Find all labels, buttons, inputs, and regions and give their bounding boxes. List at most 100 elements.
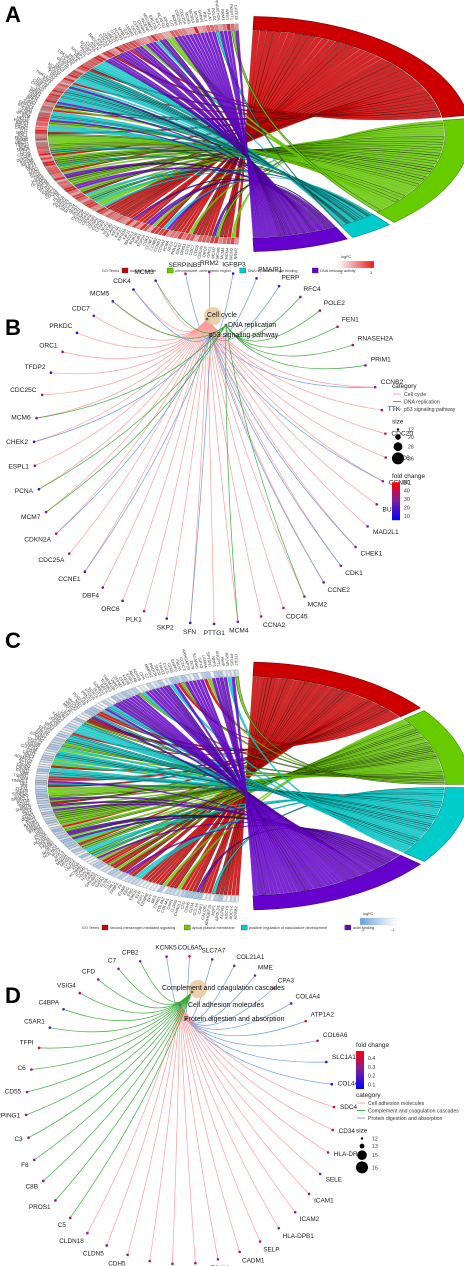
gene-segment	[51, 827, 64, 833]
ribbon	[66, 814, 386, 866]
ribbon	[215, 677, 271, 895]
gene-segment	[201, 671, 208, 679]
ribbon	[66, 88, 355, 222]
gene-label: FOSB	[121, 674, 131, 686]
gene-segment	[90, 204, 102, 210]
ribbon	[49, 143, 422, 185]
edge	[133, 289, 212, 342]
gene-node	[54, 532, 58, 535]
gene-label: DNA2	[29, 91, 41, 99]
gene-label: UBE2C	[15, 139, 29, 145]
gene-segment	[53, 87, 66, 92]
ribbon	[192, 33, 274, 237]
gene-segment	[83, 856, 96, 862]
gene-label: PRKDC	[49, 323, 72, 330]
gene-label: KIFC1	[154, 17, 163, 30]
gene-segment	[89, 859, 101, 866]
gene-label: IGFBP3	[222, 262, 246, 269]
gene-label: MCM10	[188, 9, 196, 25]
gene-label: MCM5	[90, 290, 110, 297]
legend-term-label: chromosome, centromeric region	[175, 269, 231, 273]
gene-segment	[113, 694, 125, 701]
gene-label: CDC20	[391, 430, 413, 437]
gene-label: CCNE1	[58, 576, 81, 583]
gene-label: KIF18A	[21, 159, 35, 167]
gene-node	[339, 564, 343, 568]
gene-segment	[213, 236, 220, 244]
gene-node	[373, 385, 377, 389]
gene-label: ICAM2	[300, 1216, 320, 1223]
edge	[185, 1018, 318, 1047]
gene-segment	[35, 138, 48, 141]
gene-label: CCNA2	[263, 622, 286, 629]
gene-segment	[76, 850, 88, 857]
term-arc	[252, 226, 348, 252]
gene-segment	[157, 228, 166, 236]
legend-color-scale	[359, 917, 397, 926]
edge	[25, 991, 193, 1116]
legend-fold-change-bar	[356, 1051, 364, 1089]
gene-label: FANCI	[24, 98, 37, 106]
gene-label: KDR	[71, 862, 81, 871]
legend-scale-title: logFC	[363, 912, 373, 916]
gene-segment	[55, 85, 68, 90]
gene-label: EMCN	[128, 888, 138, 901]
ribbon	[68, 86, 315, 232]
gene-label: CDC20	[36, 181, 51, 192]
gene-segment	[217, 894, 223, 902]
gene-label: E2F1	[123, 28, 133, 39]
gene-segment	[64, 725, 77, 731]
edge	[172, 1004, 181, 1264]
ribbon	[231, 676, 258, 896]
gene-node	[92, 314, 96, 318]
term-arc	[252, 854, 422, 911]
gene-node	[132, 288, 135, 291]
gene-segment	[98, 53, 110, 60]
edge	[206, 318, 262, 617]
gene-label: CCL14	[192, 902, 200, 916]
gene-node	[30, 1068, 33, 1071]
gene-segment	[43, 101, 56, 106]
gene-label: C7	[144, 673, 151, 681]
gene-segment	[46, 746, 60, 751]
gene-label: EGFL7	[135, 890, 146, 904]
gene-label: EDNRB	[139, 892, 150, 907]
gene-label: DMD	[34, 735, 44, 743]
gene-segment	[150, 226, 159, 234]
gene-segment	[213, 24, 219, 32]
gene-label: TSPAN7	[13, 772, 29, 778]
gene-node	[253, 974, 257, 977]
gene-label: ARHGAP29	[181, 649, 192, 672]
ribbon	[48, 774, 442, 806]
gene-segment	[218, 237, 224, 244]
edge	[210, 334, 324, 583]
gene-node	[208, 270, 211, 274]
gene-label: SELE	[326, 1176, 342, 1183]
edge	[155, 280, 208, 330]
gene-label: ELN	[134, 890, 142, 899]
ribbon	[184, 34, 278, 237]
ribbon	[132, 48, 300, 235]
gene-label: TAGLN	[15, 788, 28, 794]
gene-label: ESPL1	[8, 464, 29, 471]
gene-label: MCM7	[21, 514, 41, 521]
gene-label: LIFR	[60, 708, 70, 717]
gene-label: ESPL1	[41, 185, 55, 196]
ribbon	[148, 42, 292, 236]
gene-label: NPR1	[44, 841, 56, 851]
gene-label: MMRN2	[143, 663, 154, 679]
legend-term-label: DNA replication origin binding	[248, 269, 298, 273]
gene-segment	[124, 42, 135, 49]
gene-label: OIP5	[33, 172, 44, 180]
gene-segment	[127, 876, 138, 884]
gene-segment	[38, 761, 52, 766]
gene-segment	[95, 207, 108, 213]
ribbon	[122, 51, 304, 234]
gene-segment	[84, 61, 97, 68]
gene-label: NEK2	[18, 144, 30, 150]
gene-segment	[168, 677, 177, 684]
gene-label: ARHGEF15	[204, 903, 213, 925]
gene-label: TPX2	[28, 166, 40, 174]
edge	[210, 334, 342, 566]
gene-node	[78, 991, 82, 995]
